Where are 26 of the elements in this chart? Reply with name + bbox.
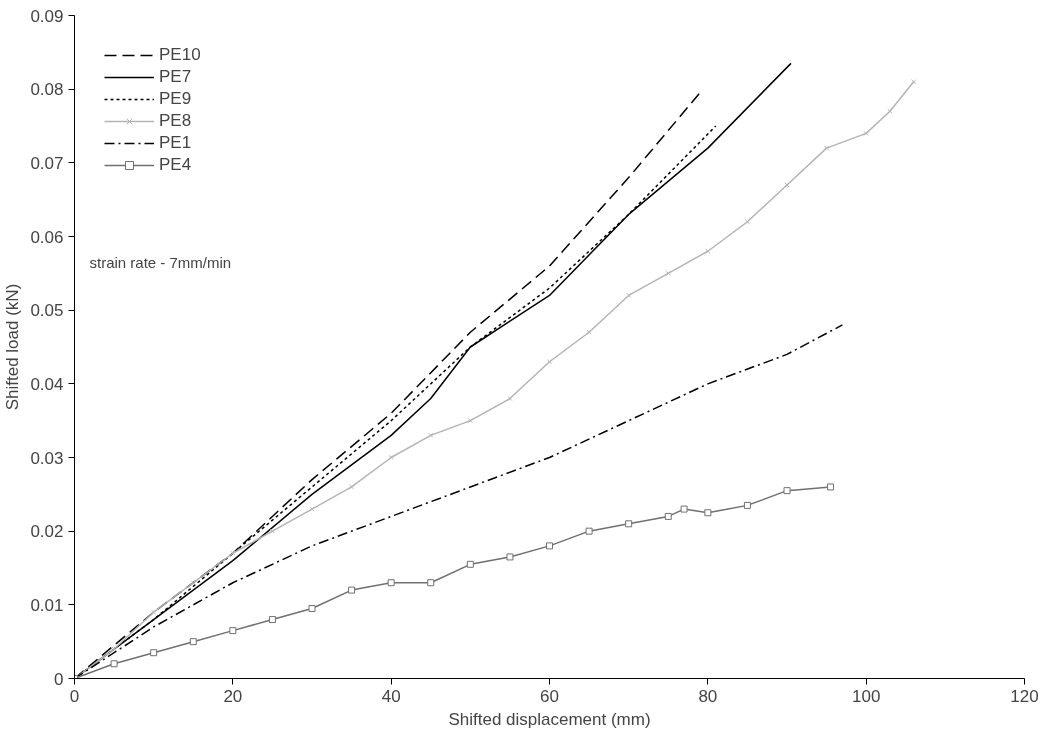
y-tick-label: 0.02	[30, 522, 64, 542]
y-tick-label: 0	[54, 669, 64, 689]
x-tick-label: 100	[851, 686, 881, 706]
y-tick-label: 0.08	[30, 80, 64, 100]
y-tick-label: 0.07	[30, 153, 64, 173]
y-tick-label: 0.04	[30, 374, 64, 394]
x-axis-title: Shifted displacement (mm)	[448, 709, 651, 729]
legend-label: PE8	[159, 111, 192, 131]
y-tick-label: 0.09	[30, 6, 64, 26]
annotation: strain rate - 7mm/min	[89, 253, 232, 271]
x-tick-label: 60	[540, 686, 559, 706]
x-tick-label: 0	[69, 686, 80, 706]
y-axis-title: Shifted load (kN)	[3, 283, 23, 411]
legend-label: PE1	[159, 133, 192, 153]
x-tick-label: 40	[381, 686, 401, 706]
y-tick-label: 0.03	[30, 448, 64, 468]
legend-label: PE9	[159, 89, 192, 109]
y-tick-label: 0.06	[30, 227, 64, 247]
legend-label: PE10	[159, 45, 201, 65]
x-tick-label: 80	[698, 686, 718, 706]
y-tick-label: 0.05	[30, 301, 64, 321]
x-tick-label: 20	[223, 686, 243, 706]
legend-label: PE4	[159, 155, 192, 175]
y-tick-label: 0.01	[30, 595, 64, 615]
x-tick-label: 120	[1010, 686, 1039, 706]
legend-label: PE7	[159, 67, 192, 87]
